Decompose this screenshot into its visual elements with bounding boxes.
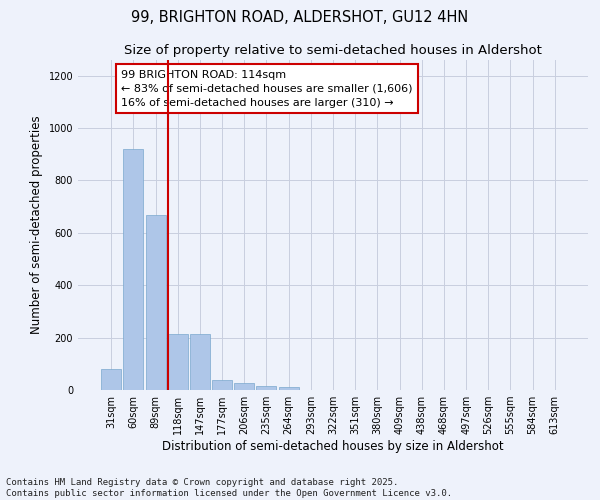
Text: 99, BRIGHTON ROAD, ALDERSHOT, GU12 4HN: 99, BRIGHTON ROAD, ALDERSHOT, GU12 4HN [131, 10, 469, 25]
Bar [124, 149, 143, 390]
Bar [168, 334, 188, 390]
Bar [101, 369, 121, 390]
Title: Size of property relative to semi-detached houses in Aldershot: Size of property relative to semi-detach… [124, 44, 542, 58]
Bar [212, 380, 232, 390]
Text: 99 BRIGHTON ROAD: 114sqm
← 83% of semi-detached houses are smaller (1,606)
16% o: 99 BRIGHTON ROAD: 114sqm ← 83% of semi-d… [121, 70, 413, 108]
Bar [234, 384, 254, 390]
X-axis label: Distribution of semi-detached houses by size in Aldershot: Distribution of semi-detached houses by … [162, 440, 504, 453]
Bar [146, 214, 166, 390]
Bar [278, 388, 299, 390]
Text: Contains HM Land Registry data © Crown copyright and database right 2025.
Contai: Contains HM Land Registry data © Crown c… [6, 478, 452, 498]
Bar [256, 386, 277, 390]
Bar [190, 334, 210, 390]
Y-axis label: Number of semi-detached properties: Number of semi-detached properties [30, 116, 43, 334]
